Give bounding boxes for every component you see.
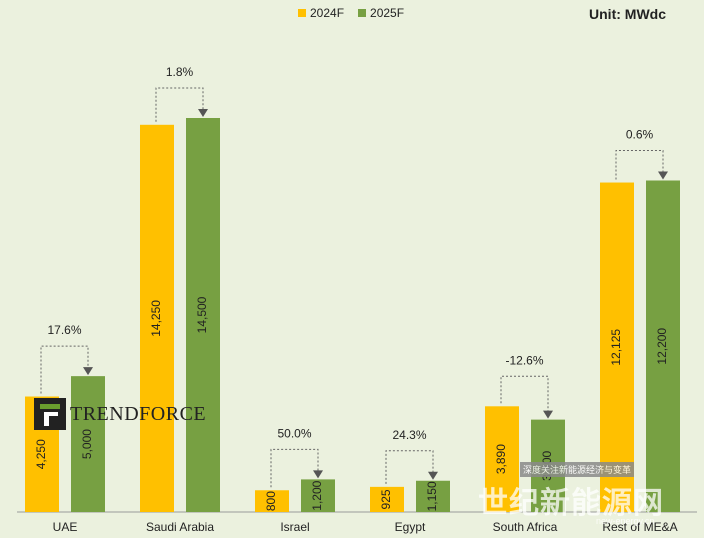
- data-label-south-africa-2024f: 3,890: [494, 444, 508, 474]
- legend-item-2024f: 2024F: [298, 6, 344, 20]
- data-label-egypt-2025f: 1,150: [425, 481, 439, 511]
- trendforce-logo: TRENDFORCE: [34, 398, 206, 430]
- growth-connector-rest-of-me-a: [615, 149, 664, 180]
- bar-rest-of-me-a-2025f: [646, 180, 680, 512]
- category-label-egypt: Egypt: [395, 520, 426, 534]
- category-label-saudi-arabia: Saudi Arabia: [146, 520, 214, 534]
- data-label-egypt-2024f: 925: [379, 489, 393, 509]
- watermark-tagline: 深度关注新能源经济与变革: [520, 462, 635, 477]
- data-label-saudi-arabia-2025f: 14,500: [195, 296, 209, 333]
- bar-israel-2025f: [301, 479, 335, 512]
- data-label-saudi-arabia-2024f: 14,250: [149, 300, 163, 337]
- legend-item-2025f: 2025F: [358, 6, 404, 20]
- growth-arrow-israel: [313, 470, 323, 479]
- growth-arrow-uae: [83, 367, 93, 376]
- bar-israel-2024f: [255, 490, 289, 512]
- bar-uae-2025f: [71, 376, 105, 512]
- bar-egypt-2024f: [370, 486, 404, 512]
- data-label-israel-2024f: 800: [264, 491, 278, 511]
- bar-egypt-2025f: [416, 480, 450, 512]
- growth-connector-egypt: [385, 450, 434, 484]
- category-label-rest-of-me-a: Rest of ME&A: [602, 520, 677, 534]
- growth-label-saudi-arabia: 1.8%: [166, 65, 194, 79]
- watermark-name: 世纪新能源网: [478, 486, 664, 521]
- category-label-israel: Israel: [280, 520, 309, 534]
- logo-text: TRENDFORCE: [70, 402, 207, 425]
- bar-south-africa-2024f: [485, 406, 519, 512]
- data-label-uae-2025f: 5,000: [80, 429, 94, 459]
- growth-arrow-south-africa: [543, 410, 553, 419]
- growth-arrow-egypt: [428, 471, 438, 480]
- growth-label-egypt: 24.3%: [392, 428, 426, 442]
- trendforce-logo-icon: [34, 398, 66, 430]
- growth-connector-saudi-arabia: [155, 87, 204, 122]
- growth-connector-israel: [270, 448, 319, 488]
- growth-connector-south-africa: [500, 375, 549, 412]
- data-label-israel-2025f: 1,200: [310, 480, 324, 510]
- growth-arrow-rest-of-me-a: [658, 171, 668, 180]
- unit-label: Unit: MWdc: [589, 6, 666, 22]
- legend-swatch-2025f: [358, 9, 367, 17]
- growth-label-uae: 17.6%: [47, 323, 81, 337]
- legend-label-2025f: 2025F: [370, 6, 405, 20]
- data-label-rest-of-me-a-2024f: 12,125: [609, 329, 623, 366]
- data-label-uae-2024f: 4,250: [34, 439, 48, 469]
- bar-saudi-arabia-2025f: [186, 118, 220, 512]
- growth-connector-uae: [40, 345, 89, 394]
- watermark-url: new-energy.cn: [596, 516, 655, 526]
- category-label-south-africa: South Africa: [493, 520, 558, 534]
- bar-saudi-arabia-2024f: [140, 124, 174, 513]
- data-label-rest-of-me-a-2025f: 12,200: [655, 328, 669, 365]
- legend: 2024F 2025F: [298, 6, 404, 20]
- growth-arrow-saudi-arabia: [198, 109, 208, 117]
- bar-rest-of-me-a-2024f: [600, 182, 634, 512]
- legend-swatch-2024f: [298, 9, 306, 17]
- legend-label-2024f: 2024F: [310, 6, 345, 20]
- growth-label-israel: 50.0%: [277, 426, 311, 440]
- growth-label-rest-of-me-a: 0.6%: [626, 127, 654, 141]
- category-label-uae: UAE: [53, 520, 78, 534]
- growth-label-south-africa: -12.6%: [505, 353, 543, 367]
